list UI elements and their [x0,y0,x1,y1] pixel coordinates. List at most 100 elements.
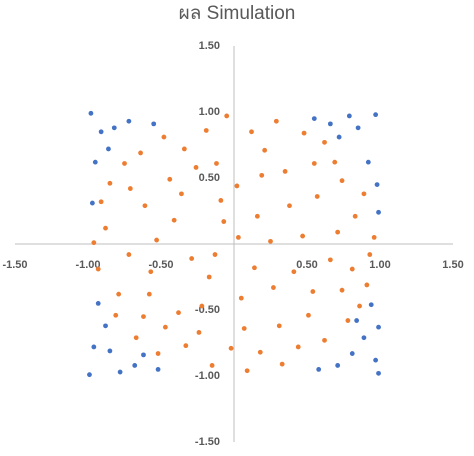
point [376,324,381,330]
point [95,266,101,272]
point [373,112,379,118]
point [365,159,371,165]
point [357,303,362,309]
point [89,200,95,206]
point [171,217,177,223]
point [355,125,361,131]
point [276,323,282,329]
point [336,134,342,140]
point [107,180,113,186]
point [335,229,341,235]
point [249,129,254,135]
point [122,161,127,166]
point [234,183,240,189]
point [176,310,181,316]
point [113,312,119,318]
point [103,225,108,231]
point [126,118,132,124]
point [179,191,184,197]
point [352,213,358,219]
point [88,110,94,116]
point [146,291,152,297]
point [257,349,263,355]
point [87,372,92,378]
point [126,252,132,257]
x-tick-label: -1.50 [2,259,27,271]
point [203,128,209,133]
point [218,198,224,203]
point [301,130,307,136]
point [367,252,373,257]
point [189,256,195,261]
point [116,291,122,297]
point [306,312,311,318]
point [91,344,97,350]
point [279,361,285,367]
point [111,125,117,131]
point [199,303,205,309]
point [354,318,360,323]
chart-title: ผล Simulation [179,3,296,24]
point [167,176,173,182]
point [311,116,317,121]
point [106,146,111,152]
point [91,240,97,246]
point [310,289,316,294]
point [117,369,123,375]
x-tick-label: 1.00 [369,259,390,271]
y-tick-label: 1.00 [199,106,220,118]
point [300,233,306,239]
point [282,169,288,174]
point [262,147,268,153]
point [374,182,380,188]
point [291,269,297,275]
point [287,203,292,209]
y-tick-label: 1.50 [199,40,220,52]
y-tick-label: -1.00 [195,370,220,382]
point [327,121,333,127]
point [254,213,260,219]
point [95,301,101,306]
point [209,363,215,368]
point [155,367,161,372]
point [339,178,345,184]
y-tick-label: 0.50 [199,172,220,184]
point [259,172,265,178]
point [142,203,148,209]
point [332,159,338,165]
point [361,335,367,341]
point [228,345,234,351]
point [103,323,108,329]
point [314,194,320,199]
point [339,287,345,293]
point [214,161,219,166]
point [181,146,187,152]
point [238,295,244,301]
point [183,343,189,349]
point [322,337,327,343]
x-tick-label: -0.50 [148,259,173,271]
point [154,237,160,243]
point [273,118,279,124]
point [361,191,367,197]
y-tick-label: -1.50 [195,436,220,448]
point [346,113,352,119]
point [311,161,317,166]
point [206,274,212,280]
point [141,314,146,319]
point [241,326,247,331]
point [133,335,139,341]
point [155,351,161,356]
point [138,150,143,156]
point [132,363,138,368]
point [271,285,276,290]
point [235,235,241,240]
x-tick-label: 1.50 [442,259,463,271]
point [368,302,374,308]
point [349,351,355,356]
point [376,370,381,376]
point [268,238,273,244]
y-tick-label: -0.50 [195,304,220,316]
x-tick-label: 0.50 [296,259,317,271]
